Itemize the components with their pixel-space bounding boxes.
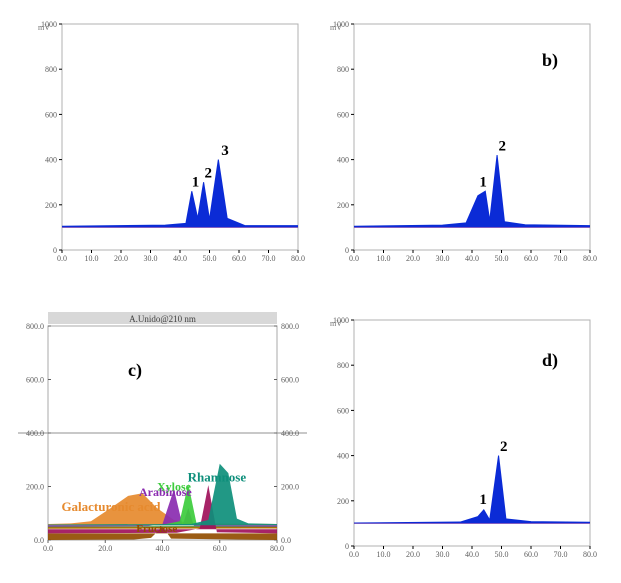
svg-text:80.0: 80.0	[583, 254, 597, 263]
peak-label: 2	[500, 439, 508, 455]
panel-b: 020040060080010000.010.020.030.040.050.0…	[320, 8, 598, 270]
series-label: Galacturonic acid	[61, 499, 161, 514]
svg-text:50.0: 50.0	[495, 254, 509, 263]
series-label: Fructose	[136, 523, 177, 535]
svg-text:0.0: 0.0	[349, 550, 359, 559]
svg-text:400: 400	[337, 452, 349, 461]
svg-text:20.0: 20.0	[98, 544, 112, 553]
svg-text:600: 600	[337, 406, 349, 415]
svg-text:60.0: 60.0	[524, 550, 538, 559]
svg-text:50.0: 50.0	[495, 550, 509, 559]
svg-text:0.0: 0.0	[43, 544, 53, 553]
svg-text:mV: mV	[330, 319, 342, 328]
svg-text:800: 800	[337, 361, 349, 370]
svg-text:600.0: 600.0	[26, 376, 44, 385]
svg-text:200.0: 200.0	[26, 483, 44, 492]
svg-text:70.0: 70.0	[554, 550, 568, 559]
svg-text:mV: mV	[330, 23, 342, 32]
svg-text:800.0: 800.0	[281, 322, 299, 331]
panel-label: d)	[542, 350, 558, 371]
peak-label: 1	[479, 492, 487, 508]
panel-d: 020040060080010000.010.020.030.040.050.0…	[320, 304, 598, 566]
svg-text:30.0: 30.0	[144, 254, 158, 263]
svg-text:80.0: 80.0	[291, 254, 305, 263]
peak-label: 2	[204, 166, 212, 182]
svg-text:30.0: 30.0	[436, 550, 450, 559]
svg-text:60.0: 60.0	[524, 254, 538, 263]
peak-label: 3	[221, 143, 229, 159]
svg-text:800: 800	[45, 65, 57, 74]
svg-text:60.0: 60.0	[213, 544, 227, 553]
svg-text:0.0: 0.0	[57, 254, 67, 263]
svg-text:0.0: 0.0	[349, 254, 359, 263]
svg-text:40.0: 40.0	[465, 550, 479, 559]
svg-text:70.0: 70.0	[262, 254, 276, 263]
svg-text:10.0: 10.0	[377, 254, 391, 263]
series-label: Xylose	[157, 480, 192, 494]
svg-text:20.0: 20.0	[406, 550, 420, 559]
peak-label: 1	[479, 175, 487, 191]
svg-text:800: 800	[337, 65, 349, 74]
svg-text:30.0: 30.0	[436, 254, 450, 263]
svg-text:400: 400	[337, 156, 349, 165]
svg-text:60.0: 60.0	[232, 254, 246, 263]
svg-text:40.0: 40.0	[465, 254, 479, 263]
peak-label: 2	[499, 139, 507, 155]
svg-text:40.0: 40.0	[156, 544, 170, 553]
svg-text:600: 600	[337, 110, 349, 119]
panel-label: b)	[542, 50, 558, 71]
peak-label: 1	[192, 175, 200, 191]
svg-text:200.0: 200.0	[281, 483, 299, 492]
svg-text:200: 200	[45, 201, 57, 210]
svg-text:200: 200	[337, 201, 349, 210]
panel-a: 020040060080010000.010.020.030.040.050.0…	[28, 8, 306, 270]
svg-text:800.0: 800.0	[26, 322, 44, 331]
panel-label: c)	[128, 360, 142, 381]
svg-text:10.0: 10.0	[85, 254, 99, 263]
svg-text:400: 400	[45, 156, 57, 165]
svg-text:20.0: 20.0	[406, 254, 420, 263]
panel-c: A.Unido@210 nm0.00.0200.0200.0400.0400.0…	[18, 312, 307, 558]
svg-text:70.0: 70.0	[554, 254, 568, 263]
svg-text:10.0: 10.0	[377, 550, 391, 559]
svg-text:80.0: 80.0	[270, 544, 284, 553]
svg-text:400.0: 400.0	[281, 429, 299, 438]
svg-text:50.0: 50.0	[203, 254, 217, 263]
svg-text:A.Unido@210 nm: A.Unido@210 nm	[129, 314, 196, 324]
svg-text:20.0: 20.0	[114, 254, 128, 263]
svg-text:400.0: 400.0	[26, 429, 44, 438]
svg-text:80.0: 80.0	[583, 550, 597, 559]
svg-text:600.0: 600.0	[281, 376, 299, 385]
svg-text:600: 600	[45, 110, 57, 119]
svg-text:mV: mV	[38, 23, 50, 32]
svg-text:200: 200	[337, 497, 349, 506]
series-label: Rhamnose	[188, 470, 247, 485]
svg-text:40.0: 40.0	[173, 254, 187, 263]
